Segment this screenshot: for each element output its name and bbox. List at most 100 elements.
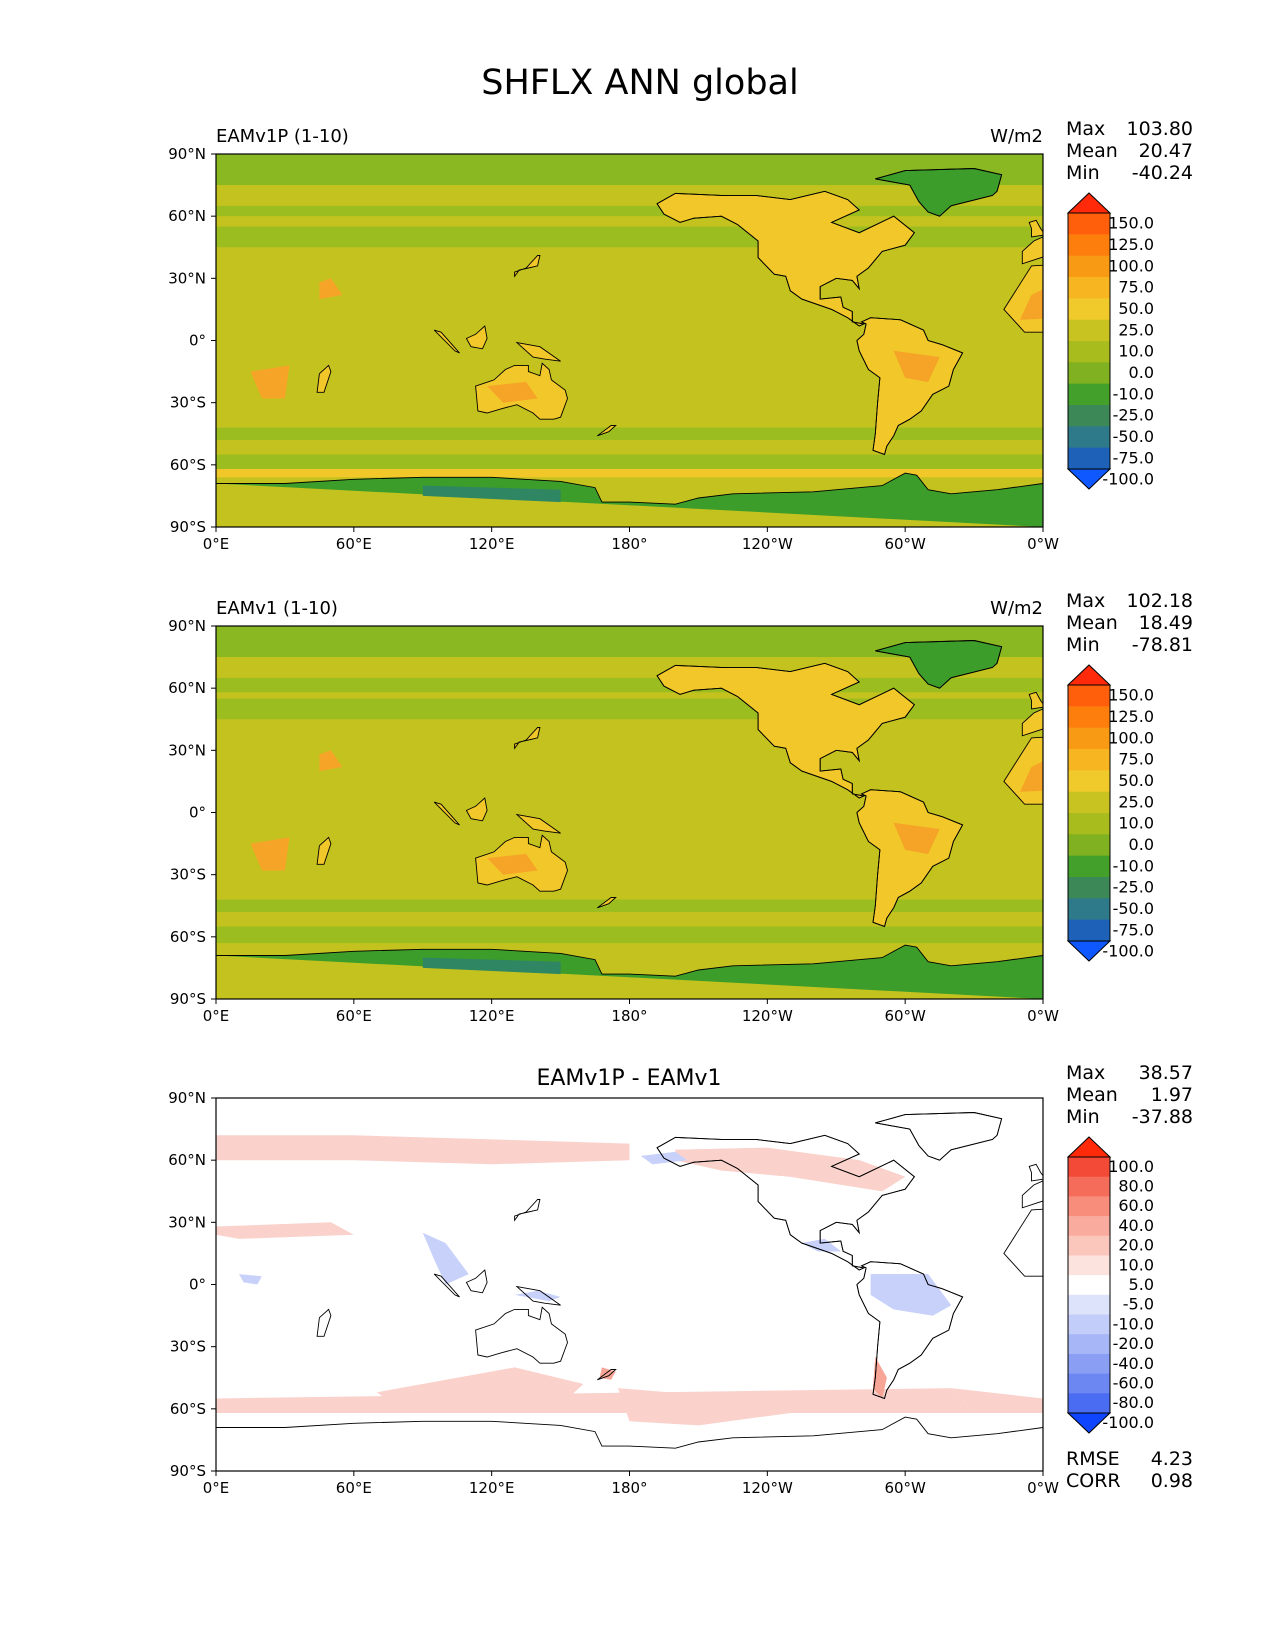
coastline-nz [597,1369,617,1381]
colorbar-segment [1068,1314,1110,1335]
land-antarctica [216,473,1043,527]
y-tick-label: 0° [189,332,206,350]
land-sumatra [434,330,460,353]
coastline-antarctica [216,472,1043,505]
colorbar-segment [1068,383,1110,406]
colorbar: 100.080.060.040.020.010.05.0-5.0-10.0-20… [1066,1136,1154,1434]
land-madagascar [317,365,331,393]
colorbar-level-label: 80.0 [1118,1177,1154,1196]
colorbar-segment [1068,813,1110,835]
coastline-uk [1028,219,1043,238]
land-borneo [466,326,488,349]
land-antarctica [216,945,1043,999]
land-samerica [856,317,963,455]
x-tick-label: 60°W [884,1007,926,1025]
colorbar-segment [1068,727,1110,750]
land-borneo [466,798,488,821]
stat-min-value: -78.81 [1132,634,1193,656]
coastline-uk [1028,1163,1043,1182]
x-tick-label: 120°E [469,1479,515,1497]
colorbar-level-label: -50.0 [1113,899,1154,918]
land-hot-spot [893,822,940,854]
colorbar-level-label: 10.0 [1118,1255,1154,1274]
land-namerica [657,663,915,798]
panel-reference: EAMv1 (1-10) W/m2 Max 102.18 Mean 18.49 … [168,590,1193,1025]
colorbar-level-label: -50.0 [1113,427,1154,446]
corr-value: 0.98 [1151,1470,1193,1492]
rmse-label: RMSE [1066,1448,1120,1470]
rmse-value: 4.23 [1151,1448,1193,1470]
coastline-japan [514,1199,541,1222]
x-tick-label: 120°W [742,1007,793,1025]
y-tick-label: 0° [189,804,206,822]
y-tick-label: 30°N [168,741,206,759]
figure-title: SHFLX ANN global [481,63,798,103]
colorbar-segment [1068,855,1110,878]
coastline-sumatra [433,801,460,826]
land-uk [1029,220,1043,237]
colorbar-level-label: 10.0 [1118,814,1154,833]
colorbar-segment [1068,1294,1110,1316]
stat-max-label: Max [1066,590,1105,612]
stat-mean-value: 20.47 [1139,140,1193,162]
diff-patch-positive [951,1388,1043,1413]
stats-block: Max 102.18 Mean 18.49 Min -78.81 [1066,590,1193,656]
stat-min-value: -40.24 [1132,162,1193,184]
y-tick-label: 90°N [168,145,206,163]
stats-block: Max 103.80 Mean 20.47 Min -40.24 [1066,118,1193,184]
y-tick-labels: 90°N 60°N 30°N 0° 30°S 60°S 90°S [168,1089,206,1480]
y-tick-label: 90°S [170,990,206,1008]
field-band [216,698,1043,720]
land-hot-spot [487,381,538,403]
colorbar-segment [1068,1176,1110,1197]
coastline-australia [475,362,568,420]
coastline-nz [597,897,617,909]
colorbar-segment [1068,1393,1110,1414]
stat-mean-label: Mean [1066,612,1118,634]
coastline-madagascar [316,1308,332,1337]
y-tick-label: 60°N [168,679,206,697]
diff-patch-positive [216,1222,354,1239]
colorbar-level-label: 100.0 [1108,728,1154,747]
colorbar-level-label: -75.0 [1113,448,1154,467]
stat-max-value: 102.18 [1127,590,1193,612]
y-tick-label: 60°S [170,928,206,946]
coastline-australia [475,834,568,892]
x-tick-labels: 0°E 60°E 120°E 180° 120°W 60°W 0°W [203,535,1059,553]
x-tick-label: 0°E [203,1479,230,1497]
y-tick-label: 90°S [170,518,206,536]
x-tick-label: 60°E [336,1479,372,1497]
coastline-samerica [856,317,964,456]
antarctic-cold-patch [422,485,561,503]
rmse-corr-block: RMSE 4.23 CORR 0.98 [1066,1448,1193,1492]
diff-patch-strong_positive [599,1367,616,1380]
y-tick-label: 60°N [168,1151,206,1169]
coastline-nz [597,425,617,437]
panel-title-left: EAMv1P (1-10) [216,126,349,147]
colorbar-segment [1068,791,1110,814]
colorbar-level-label: -75.0 [1113,920,1154,939]
land-samerica [856,789,963,927]
colorbar-segment [1068,277,1110,299]
y-tick-label: 30°S [170,866,206,884]
coastline-madagascar [316,364,332,393]
colorbar-segment [1068,341,1110,363]
colorbar-level-label: 75.0 [1118,750,1154,769]
stat-max-value: 38.57 [1139,1062,1193,1084]
colorbar-segment [1068,298,1110,321]
colorbar-segment [1068,834,1110,857]
coastline-borneo [465,325,488,350]
field-band [216,454,1043,469]
land-hot-spot [1020,761,1043,792]
x-tick-label: 120°W [742,1479,793,1497]
coastline-samerica [856,1261,964,1400]
land-nz [597,897,616,908]
panel-title-center: EAMv1P - EAMv1 [536,1066,721,1091]
x-tick-label: 120°E [469,535,515,553]
x-tick-labels: 0°E 60°E 120°E 180° 120°W 60°W 0°W [203,1007,1059,1025]
stat-max-value: 103.80 [1127,118,1193,140]
coastline-newguinea [515,813,561,834]
colorbar-level-label: -5.0 [1123,1295,1154,1314]
colorbar-level-label: -80.0 [1113,1393,1154,1412]
